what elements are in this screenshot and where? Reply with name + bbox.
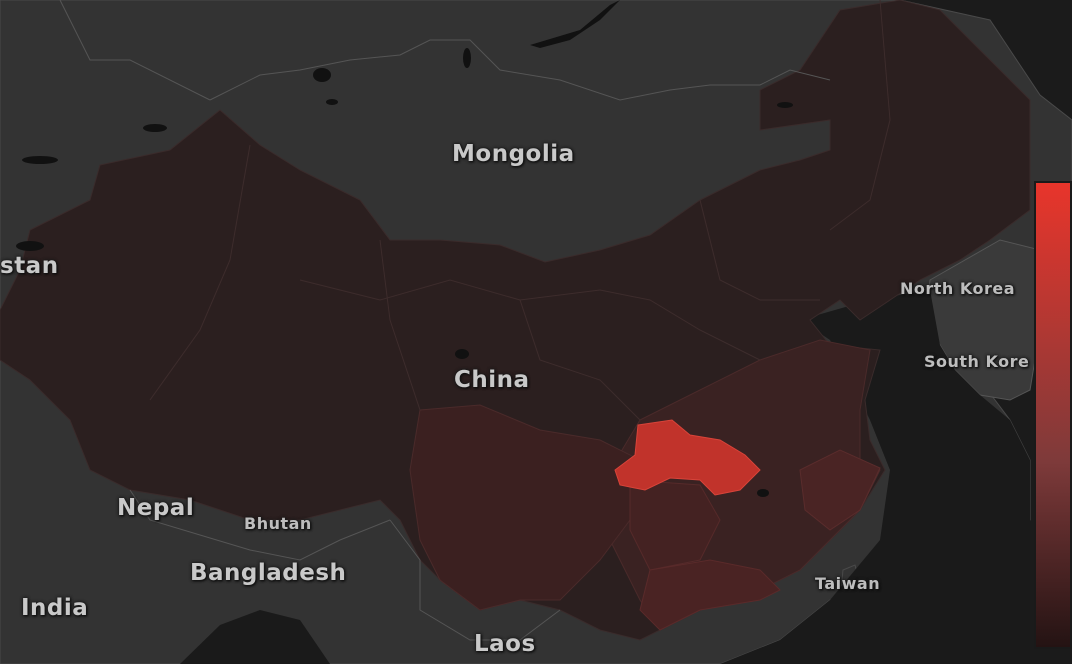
south-sea xyxy=(180,610,330,664)
province-hunan[interactable] xyxy=(629,479,721,571)
province-south-central[interactable] xyxy=(409,404,641,611)
province-hubei-highlight[interactable] xyxy=(614,419,761,496)
label-bangladesh: Bangladesh xyxy=(190,560,347,586)
color-scale-legend xyxy=(1034,181,1072,649)
country-borders xyxy=(59,0,831,641)
label-mongolia: Mongolia xyxy=(452,141,575,167)
label-laos: Laos xyxy=(474,631,536,657)
label-stan: stan xyxy=(0,253,59,279)
label-bhutan: Bhutan xyxy=(244,514,312,533)
lakes xyxy=(16,0,793,497)
east-sea xyxy=(720,290,1030,664)
label-china: China xyxy=(454,367,530,393)
label-nepal: Nepal xyxy=(117,495,195,521)
label-south-korea: South Kore xyxy=(924,352,1030,371)
legend-gradient xyxy=(1036,183,1070,647)
label-north-korea: North Korea xyxy=(900,279,1016,298)
label-india: India xyxy=(21,595,89,621)
province-borders xyxy=(149,0,891,421)
label-taiwan: Taiwan xyxy=(815,574,881,593)
province-zhejiang[interactable] xyxy=(799,449,881,531)
province-guangdong[interactable] xyxy=(639,559,781,631)
